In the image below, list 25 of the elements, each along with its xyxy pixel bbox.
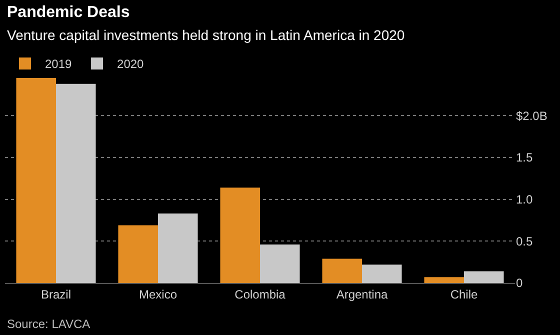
y-tick-label: 0 (516, 276, 523, 290)
bar (158, 214, 198, 283)
source-note: Source: LAVCA (7, 317, 90, 331)
bar (118, 225, 158, 283)
x-tick-label: Chile (450, 287, 478, 302)
x-tick-label: Argentina (336, 287, 388, 302)
bar (16, 78, 56, 283)
y-tick-label: 1.0 (516, 192, 534, 207)
bar (424, 277, 464, 283)
bar (260, 244, 300, 283)
y-tick-label: 0.5 (516, 234, 534, 248)
chart-subtitle: Venture capital investments held strong in Latin America in 2020 (7, 27, 405, 43)
y-tick-label: $2.0B (516, 108, 548, 123)
legend-label: 2020 (117, 57, 144, 72)
chart-title: Pandemic Deals (7, 4, 130, 21)
bar (220, 188, 260, 283)
bar (56, 84, 96, 283)
legend-label: 2019 (45, 57, 72, 72)
x-tick-label: Colombia (234, 287, 286, 302)
x-tick-label: Brazil (40, 287, 72, 302)
bar (322, 258, 362, 283)
bar (464, 271, 504, 283)
bar (362, 264, 402, 283)
y-tick-label: 1.5 (516, 150, 534, 165)
x-tick-label: Mexico (138, 287, 178, 302)
